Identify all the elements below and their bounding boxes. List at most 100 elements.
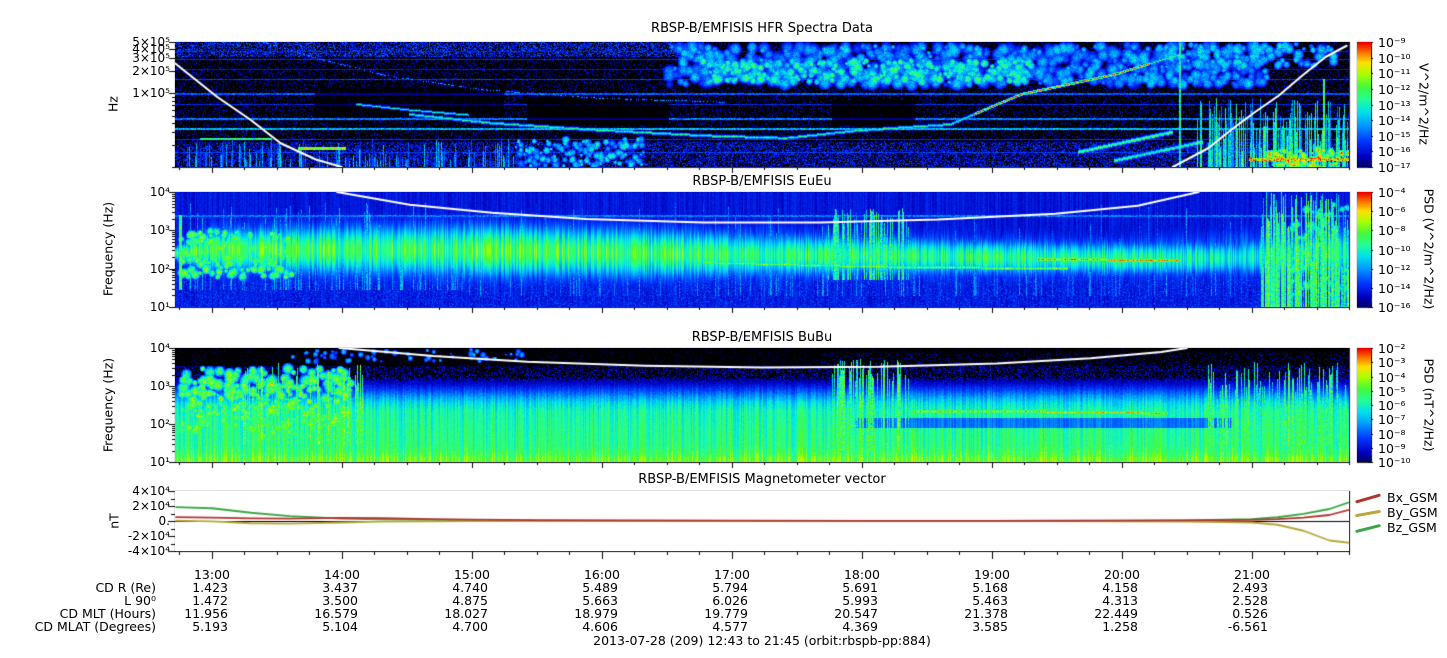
legend-label-by: By_GSM xyxy=(1387,505,1438,520)
table-value: 4.606 xyxy=(582,619,618,634)
time-tick-label: 20:00 xyxy=(1103,567,1141,582)
table-value: 19.779 xyxy=(704,606,748,621)
y-tick-label: 10³ xyxy=(149,223,170,237)
table-value: -6.561 xyxy=(1227,619,1268,634)
colorbar-tick-label: 10⁻¹⁴ xyxy=(1378,281,1411,296)
colorbar-tick-label: 10⁻⁸ xyxy=(1378,223,1406,238)
table-value: 5.193 xyxy=(192,619,228,634)
y-tick-label: 4×10⁵ xyxy=(132,42,170,56)
time-tick-label: 16:00 xyxy=(583,567,621,582)
y-tick-label: 10⁴ xyxy=(149,185,170,199)
colorbar-tick-label: 10⁻² xyxy=(1378,341,1406,356)
time-tick-label: 14:00 xyxy=(323,567,361,582)
table-value: 21.378 xyxy=(964,606,1008,621)
table-value: 11.956 xyxy=(184,606,228,621)
table-value: 4.369 xyxy=(842,619,878,634)
table-value: 1.258 xyxy=(1102,619,1138,634)
colorbar-tick-label: 10⁻¹⁴ xyxy=(1378,113,1411,128)
table-value: 4.740 xyxy=(452,580,488,595)
colorbar-tick-label: 10⁻¹³ xyxy=(1378,98,1411,113)
magnetometer-plot-canvas xyxy=(175,491,1349,551)
table-value: 3.437 xyxy=(322,580,358,595)
table-value: 16.579 xyxy=(314,606,358,621)
table-value: 18.027 xyxy=(444,606,488,621)
table-value: 6.026 xyxy=(712,593,748,608)
colorbar-tick-label: 10⁻¹⁰ xyxy=(1378,51,1411,66)
time-tick-label: 17:00 xyxy=(713,567,751,582)
y-tick-label: 10¹ xyxy=(149,300,170,314)
table-value: 20.547 xyxy=(834,606,878,621)
table-value: 3.500 xyxy=(322,593,358,608)
table-row-label-cdr: CD R (Re) xyxy=(95,580,156,595)
colorbar-tick-label: 10⁻¹⁰ xyxy=(1378,243,1411,258)
table-value: 1.472 xyxy=(192,593,228,608)
colorbar-tick-label: 10⁻³ xyxy=(1378,355,1406,370)
bubu-spectrogram-canvas xyxy=(175,348,1349,462)
table-value: 5.691 xyxy=(842,580,878,595)
y-axis-label-bubu: Frequency (Hz) xyxy=(100,357,116,453)
y-tick-label: 1×10⁵ xyxy=(132,86,170,100)
y-tick-label: 0. xyxy=(158,514,170,528)
table-row-label-mlt: CD MLT (Hours) xyxy=(59,606,156,621)
y-tick-label: 10¹ xyxy=(149,455,170,469)
colorbar-tick-label: 10⁻⁹ xyxy=(1378,35,1406,50)
legend-label-bx: Bx_GSM xyxy=(1387,490,1438,505)
panel-title-eueu: RBSP-B/EMFISIS EuEu xyxy=(692,174,832,189)
y-axis-label-eueu: Frequency (Hz) xyxy=(100,201,116,297)
colorbar-tick-label: 10⁻⁵ xyxy=(1378,384,1406,399)
table-value: 22.449 xyxy=(1094,606,1138,621)
y-tick-label: 3×10⁵ xyxy=(132,51,170,65)
y-tick-label: 2×10⁵ xyxy=(132,64,170,78)
table-value: 3.585 xyxy=(972,619,1008,634)
colorbar-tick-label: 10⁻¹⁰ xyxy=(1378,455,1411,470)
colorbar-tick-label: 10⁻⁴ xyxy=(1378,370,1406,385)
y-tick-label: 2×10⁴ xyxy=(132,499,170,513)
table-value: 2.528 xyxy=(1232,593,1268,608)
table-value: 18.979 xyxy=(574,606,618,621)
table-value: 4.700 xyxy=(452,619,488,634)
colorbar-tick-label: 10⁻⁶ xyxy=(1378,204,1406,219)
y-tick-label: 10² xyxy=(149,262,170,276)
y-tick-label: 10⁴ xyxy=(149,341,170,355)
table-value: 5.993 xyxy=(842,593,878,608)
table-value: 4.577 xyxy=(712,619,748,634)
time-tick-label: 19:00 xyxy=(973,567,1011,582)
table-value: 5.104 xyxy=(322,619,358,634)
table-value: 4.875 xyxy=(452,593,488,608)
panel-title-bubu: RBSP-B/EMFISIS BuBu xyxy=(691,330,833,345)
table-value: 1.423 xyxy=(192,580,228,595)
panel-title-hfr: RBSP-B/EMFISIS HFR Spectra Data xyxy=(651,21,873,36)
eueu-spectrogram-canvas xyxy=(175,192,1349,307)
colorbar-tick-label: 10⁻¹⁶ xyxy=(1378,300,1411,315)
table-value: 5.168 xyxy=(972,580,1008,595)
time-tick-label: 21:00 xyxy=(1233,567,1271,582)
panel-title-magnetometer: RBSP-B/EMFISIS Magnetometer vector xyxy=(638,472,886,487)
colorbar-tick-label: 10⁻¹² xyxy=(1378,262,1411,277)
table-value: 2.493 xyxy=(1232,580,1268,595)
bubu-colorbar xyxy=(1357,348,1371,462)
table-value: 5.794 xyxy=(712,580,748,595)
eueu-colorbar xyxy=(1357,192,1371,307)
time-tick-label: 15:00 xyxy=(453,567,491,582)
y-tick-label: 10³ xyxy=(149,379,170,393)
footer-caption: 2013-07-28 (209) 12:43 to 21:45 (orbit:r… xyxy=(593,633,931,648)
colorbar-tick-label: 10⁻¹⁷ xyxy=(1378,160,1411,175)
colorbar-tick-label: 10⁻⁴ xyxy=(1378,185,1406,200)
time-tick-label: 18:00 xyxy=(843,567,881,582)
colorbar-tick-label: 10⁻⁶ xyxy=(1378,398,1406,413)
table-value: 5.663 xyxy=(582,593,618,608)
table-value: 4.313 xyxy=(1102,593,1138,608)
legend-label-bz: Bz_GSM xyxy=(1387,520,1437,535)
y-tick-label: -2×10⁴ xyxy=(127,529,170,543)
time-tick-label: 13:00 xyxy=(193,567,231,582)
colorbar-tick-label: 10⁻¹⁶ xyxy=(1378,144,1411,159)
colorbar-tick-label: 10⁻¹⁵ xyxy=(1378,129,1411,144)
colorbar-tick-label: 10⁻⁹ xyxy=(1378,441,1406,456)
y-tick-label: 5×10⁵ xyxy=(132,35,170,49)
table-value: 0.526 xyxy=(1232,606,1268,621)
colorbar-tick-label: 10⁻⁷ xyxy=(1378,412,1406,427)
hfr-spectrogram-canvas xyxy=(175,42,1349,167)
table-row-label-mlat: CD MLAT (Degrees) xyxy=(34,619,156,634)
colorbar-tick-label: 10⁻¹² xyxy=(1378,82,1411,97)
